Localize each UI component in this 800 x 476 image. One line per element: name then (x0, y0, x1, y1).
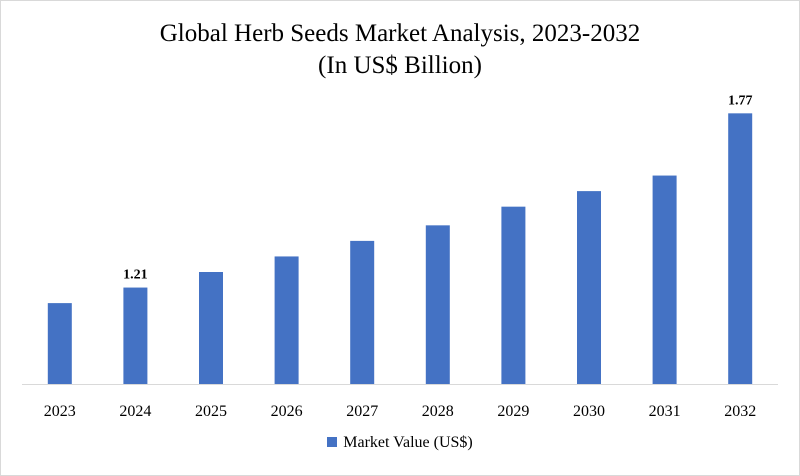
bar-2032 (728, 113, 753, 384)
legend: Market Value (US$) (0, 434, 800, 452)
data-label: 1.77 (728, 93, 753, 108)
x-tick-label: 2027 (346, 403, 378, 420)
x-tick-label: 2030 (573, 403, 605, 420)
x-tick-label: 2028 (422, 403, 454, 420)
bar-2024 (123, 287, 148, 384)
x-tick-label: 2032 (724, 403, 756, 420)
bar-2028 (425, 225, 450, 384)
bar-2023 (47, 303, 72, 384)
bar-2025 (199, 272, 223, 384)
bar-2027 (350, 240, 375, 384)
data-label: 1.21 (123, 268, 148, 283)
chart-subtitle: (In US$ Billion) (318, 52, 482, 79)
bar-2026 (274, 256, 299, 384)
x-tick-label: 2026 (271, 403, 303, 420)
chart-title-block: Global Herb Seeds Market Analysis, 2023-… (0, 18, 800, 82)
bar-2030 (577, 191, 601, 384)
x-tick-label: 2024 (119, 403, 151, 420)
bar-2029 (501, 206, 526, 384)
legend-swatch (327, 437, 338, 447)
bar-2031 (652, 175, 677, 384)
x-tick-label: 2023 (44, 403, 76, 420)
chart-title: Global Herb Seeds Market Analysis, 2023-… (159, 20, 641, 47)
x-tick-label: 2025 (195, 403, 227, 420)
legend-label: Market Value (US$) (343, 434, 473, 451)
x-tick-label: 2031 (649, 403, 681, 420)
x-tick-label: 2029 (497, 403, 529, 420)
